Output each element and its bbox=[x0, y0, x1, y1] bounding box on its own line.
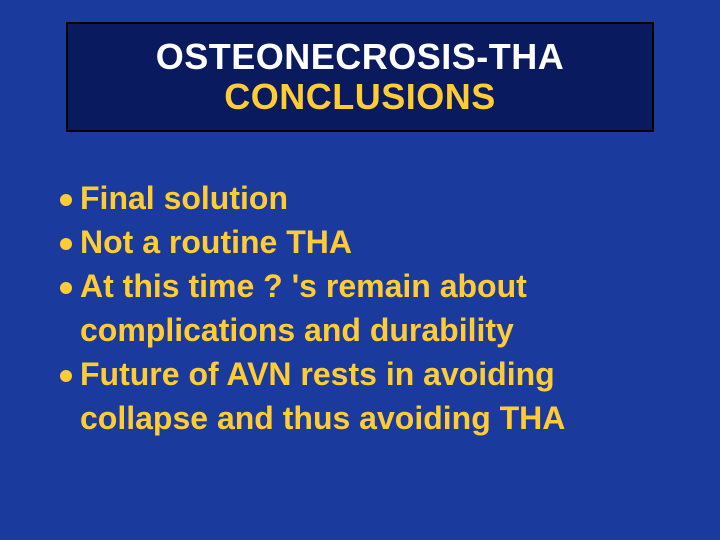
bullet-item: Future of AVN rests in avoiding bbox=[60, 354, 670, 394]
bullet-continuation: collapse and thus avoiding THA bbox=[80, 398, 670, 438]
bullet-icon bbox=[60, 238, 72, 250]
bullet-icon bbox=[60, 194, 72, 206]
bullet-item: Not a routine THA bbox=[60, 222, 670, 262]
bullet-list: Final solution Not a routine THA At this… bbox=[60, 178, 670, 442]
slide: OSTEONECROSIS-THA CONCLUSIONS Final solu… bbox=[0, 0, 720, 540]
title-line-1: OSTEONECROSIS-THA bbox=[156, 37, 565, 77]
bullet-text: Not a routine THA bbox=[80, 222, 352, 262]
bullet-text: Final solution bbox=[80, 178, 288, 218]
title-line-2: CONCLUSIONS bbox=[224, 77, 496, 117]
title-box: OSTEONECROSIS-THA CONCLUSIONS bbox=[66, 22, 654, 132]
bullet-item: At this time ? 's remain about bbox=[60, 266, 670, 306]
bullet-continuation: complications and durability bbox=[80, 310, 670, 350]
bullet-item: Final solution bbox=[60, 178, 670, 218]
bullet-icon bbox=[60, 282, 72, 294]
bullet-icon bbox=[60, 370, 72, 382]
bullet-text: At this time ? 's remain about bbox=[80, 266, 527, 306]
bullet-text: Future of AVN rests in avoiding bbox=[80, 354, 555, 394]
